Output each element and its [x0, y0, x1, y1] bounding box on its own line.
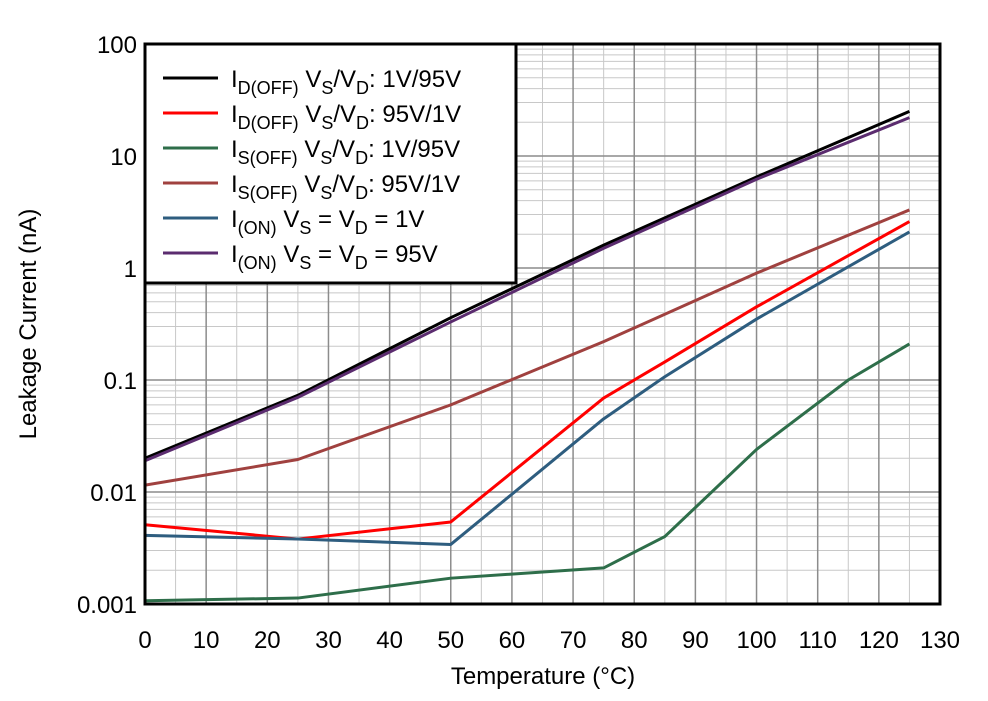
x-tick-label: 70 [560, 627, 587, 654]
legend-text: I [231, 241, 238, 268]
legend-text: /V [332, 136, 355, 163]
legend-text: = V [311, 241, 354, 268]
legend-text: V [299, 101, 322, 128]
x-tick-label: 110 [799, 627, 837, 654]
legend-label: I(ON)​ VS​ = VD​ = 1V [231, 206, 424, 238]
x-tick-label: 120 [859, 627, 899, 654]
legend-text: /V [333, 66, 356, 93]
y-tick-label: 0.1 [104, 368, 137, 395]
legend-subscript: S [321, 113, 333, 133]
legend-subscript: S [299, 253, 311, 273]
series-line [145, 208, 910, 487]
legend-label: ID(OFF)​ VS​/VD​: 95V/1V [231, 101, 461, 133]
x-tick-label: 30 [315, 627, 342, 654]
legend-text: I [231, 136, 238, 163]
legend-subscript: D(OFF) [238, 78, 299, 98]
legend-text: = 95V [368, 241, 438, 268]
series-line [145, 110, 911, 460]
x-tick-label: 130 [920, 627, 960, 654]
y-tick-label: 10 [110, 144, 137, 171]
legend-text: V [299, 66, 322, 93]
legend-text: V [277, 206, 300, 233]
legend-text: V [298, 136, 321, 163]
y-axis-label: Leakage Current (nA) [15, 209, 42, 440]
legend-text: I [231, 206, 238, 233]
x-tick-label: 20 [254, 627, 281, 654]
legend-subscript: S [320, 183, 332, 203]
legend-subscript: S [299, 218, 311, 238]
legend-text: /V [333, 101, 356, 128]
y-tick-label: 100 [97, 32, 137, 59]
legend-text: I [231, 171, 238, 198]
plot-frame [143, 42, 942, 606]
legend-subscript: D [356, 113, 369, 133]
legend-text: I [231, 66, 238, 93]
legend-subscript: D [356, 78, 369, 98]
legend-subscript: D(OFF) [238, 113, 299, 133]
legend-subscript: D [355, 253, 368, 273]
y-tick-label: 1 [124, 256, 137, 283]
legend-label: IS(OFF)​ VS​/VD​: 1V/95V [231, 136, 460, 168]
legend-subscript: S(OFF) [238, 183, 298, 203]
legend-text: = 1V [368, 206, 425, 233]
legend-subscript: S(OFF) [238, 148, 298, 168]
legend-box [143, 42, 518, 285]
legend-text: I [231, 101, 238, 128]
series-line [145, 230, 911, 546]
legend-subscript: (ON) [238, 218, 277, 238]
legend-label: ID(OFF)​ VS​/VD​: 1V/95V [231, 66, 461, 98]
legend-subscript: S [320, 148, 332, 168]
legend-text: V [277, 241, 300, 268]
legend-text: V [298, 171, 321, 198]
x-tick-label: 100 [737, 627, 777, 654]
legend-label: I(ON)​ VS​ = VD​ = 95V [231, 241, 438, 273]
legend-text: : 95V/1V [368, 171, 460, 198]
legend-text: : 1V/95V [369, 66, 461, 93]
x-tick-label: 60 [499, 627, 526, 654]
legend-text: : 1V/95V [368, 136, 460, 163]
y-tick-label: 0.001 [77, 592, 137, 619]
x-axis-label: Temperature (°C) [451, 663, 635, 690]
y-tick-label: 0.01 [90, 480, 137, 507]
x-tick-label: 40 [376, 627, 403, 654]
legend-subscript: S [321, 78, 333, 98]
legend-subscript: D [355, 218, 368, 238]
x-tick-label: 0 [138, 627, 151, 654]
legend-subscript: (ON) [238, 253, 277, 273]
legend-label: IS(OFF)​ VS​/VD​: 95V/1V [231, 171, 460, 203]
legend-subscript: D [355, 148, 368, 168]
legend-text: /V [332, 171, 355, 198]
x-tick-label: 80 [621, 627, 648, 654]
series-line [145, 116, 910, 463]
x-tick-label: 90 [682, 627, 709, 654]
legend-text: : 95V/1V [369, 101, 461, 128]
x-tick-label: 10 [193, 627, 220, 654]
legend-text: = V [311, 206, 354, 233]
legend-subscript: D [355, 183, 368, 203]
series-line [145, 342, 911, 603]
x-tick-label: 50 [437, 627, 464, 654]
